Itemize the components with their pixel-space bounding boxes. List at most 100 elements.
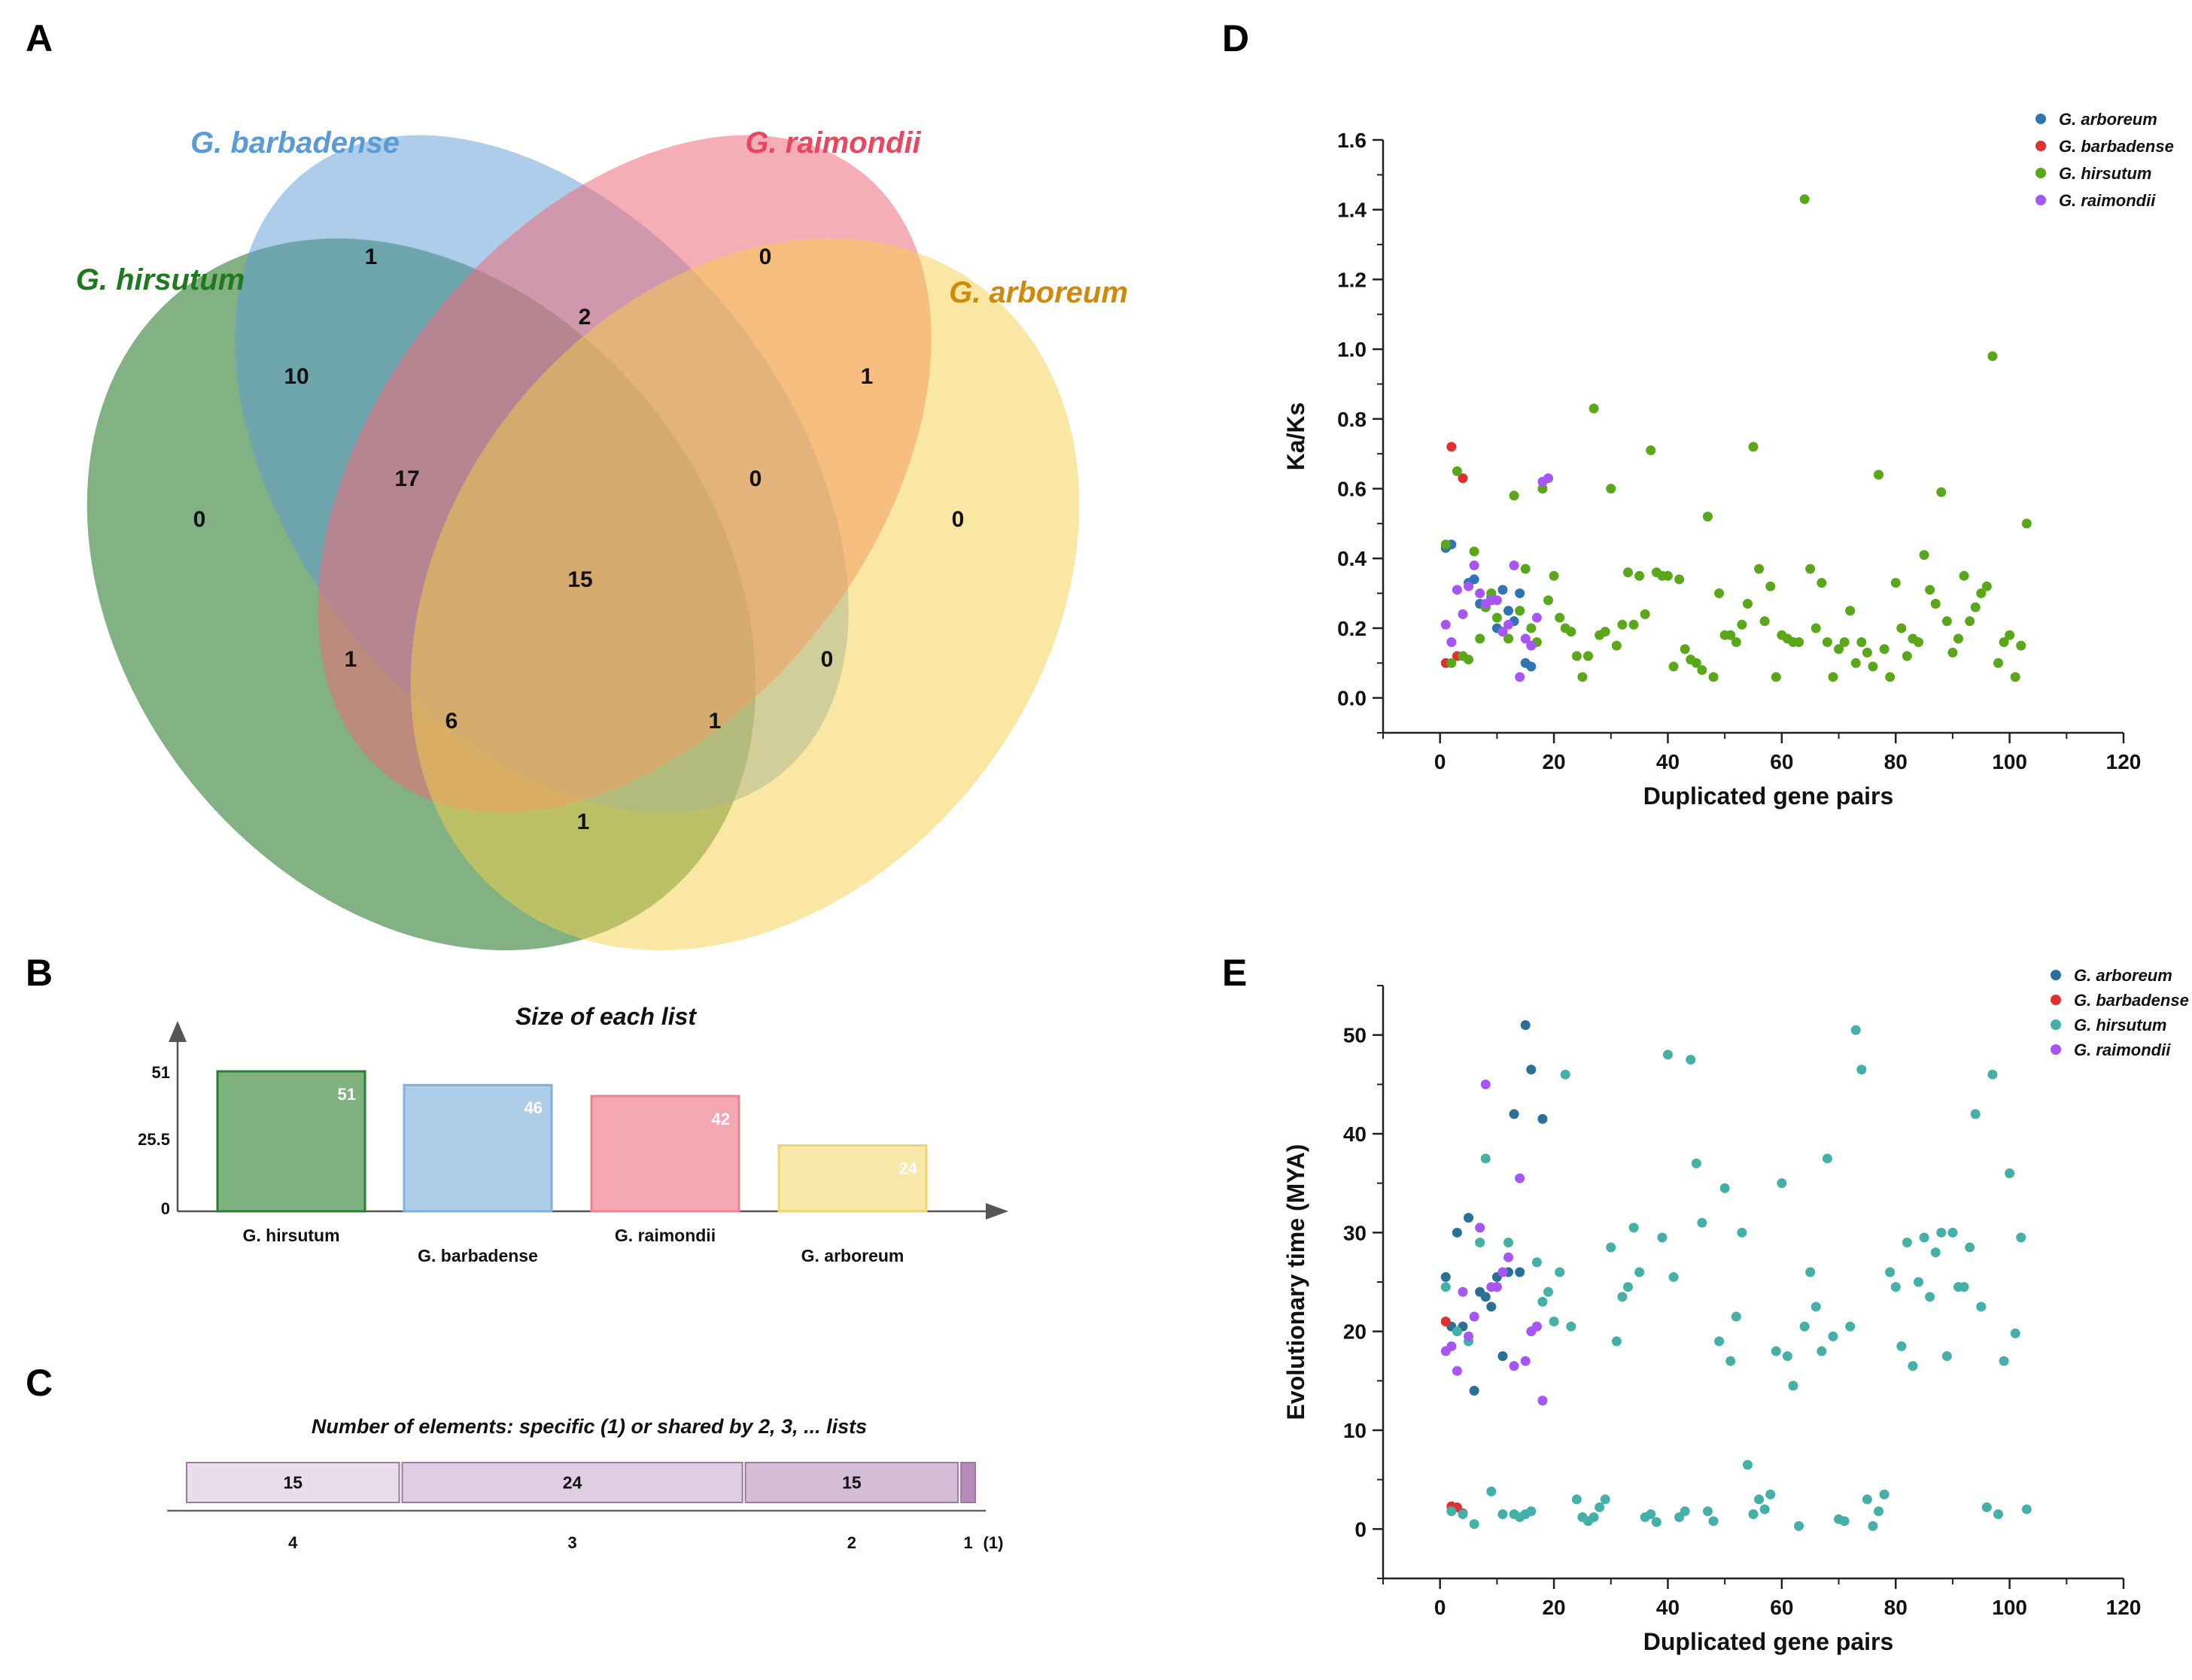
data-point-g-arboreum bbox=[1509, 1109, 1519, 1119]
data-point-g-hirsutum bbox=[1708, 1516, 1719, 1527]
data-point-g-hirsutum bbox=[1515, 606, 1525, 616]
legend-marker bbox=[2035, 141, 2046, 151]
data-point-g-hirsutum bbox=[2021, 518, 2032, 529]
data-point-g-hirsutum bbox=[1537, 1296, 1548, 1307]
x-tick-label: 40 bbox=[1656, 1596, 1680, 1619]
bar-value-label: 42 bbox=[712, 1110, 730, 1129]
c-extra-label: (1) bbox=[984, 1533, 1004, 1552]
data-point-g-arboreum bbox=[1515, 1267, 1525, 1277]
legend-label: G. raimondii bbox=[2074, 1041, 2171, 1059]
y-tick-label: 0.0 bbox=[1337, 687, 1367, 710]
data-point-g-hirsutum bbox=[1868, 661, 1878, 672]
data-point-g-hirsutum bbox=[1686, 1055, 1696, 1065]
data-point-g-hirsutum bbox=[1930, 598, 1941, 609]
data-point-g-hirsutum bbox=[1486, 1486, 1497, 1496]
data-point-g-arboreum bbox=[1440, 1271, 1451, 1282]
data-point-g-hirsutum bbox=[1628, 1223, 1639, 1233]
data-point-g-hirsutum bbox=[1697, 1217, 1707, 1228]
y-tick-label: 0.8 bbox=[1337, 408, 1367, 431]
data-point-g-hirsutum bbox=[1890, 1282, 1901, 1293]
data-point-g-hirsutum bbox=[1999, 636, 2009, 647]
y-tick-b-0: 0 bbox=[161, 1199, 170, 1218]
data-point-g-hirsutum bbox=[1595, 1502, 1605, 1512]
data-point-g-raimondii bbox=[1497, 1267, 1508, 1277]
data-point-g-hirsutum bbox=[1509, 491, 1519, 501]
data-point-g-hirsutum bbox=[1617, 619, 1628, 630]
legend-marker bbox=[2051, 1044, 2061, 1055]
data-point-g-hirsutum bbox=[1941, 1351, 1952, 1361]
data-point-g-hirsutum bbox=[1993, 1509, 2003, 1520]
data-point-g-hirsutum bbox=[1543, 1287, 1554, 1297]
data-point-g-hirsutum bbox=[1566, 627, 1576, 637]
data-point-g-hirsutum bbox=[1839, 636, 1850, 647]
data-point-g-hirsutum bbox=[1634, 570, 1645, 581]
y-tick-label: 1.6 bbox=[1337, 129, 1367, 152]
y-tick-label: 40 bbox=[1343, 1123, 1367, 1146]
data-point-g-raimondii bbox=[1503, 1252, 1514, 1262]
legend-label: G. barbadense bbox=[2059, 137, 2174, 156]
data-point-g-hirsutum bbox=[1771, 1346, 1781, 1356]
data-point-g-hirsutum bbox=[1902, 1237, 1912, 1247]
panel-a: A G. barbadense G. raimondii G. hirsutum… bbox=[26, 17, 1128, 951]
data-point-g-hirsutum bbox=[1520, 564, 1531, 574]
data-point-g-hirsutum bbox=[1634, 1267, 1645, 1277]
data-point-g-hirsutum bbox=[1549, 1317, 1559, 1327]
data-point-g-hirsutum bbox=[2005, 630, 2015, 640]
data-point-g-hirsutum bbox=[1759, 616, 1770, 627]
x-axis-title: Duplicated gene pairs bbox=[1643, 1628, 1894, 1655]
legend-marker bbox=[2035, 168, 2046, 178]
data-point-g-hirsutum bbox=[1822, 1153, 1832, 1164]
data-point-g-hirsutum bbox=[1458, 1509, 1468, 1520]
data-point-g-hirsutum bbox=[1566, 1321, 1576, 1332]
data-point-g-hirsutum bbox=[1987, 351, 1998, 361]
panel-c: C Number of elements: specific (1) or sh… bbox=[26, 1362, 1003, 1552]
data-point-g-hirsutum bbox=[1440, 539, 1451, 550]
scatter-chart-e: 0 20 40 60 80 100 120 0 10 20 30 40 50 Duplicated gen… bbox=[1282, 966, 2189, 1655]
data-point-g-hirsutum bbox=[1896, 1341, 1907, 1351]
chart-title-b: Size of each list bbox=[515, 1003, 697, 1030]
data-point-g-hirsutum bbox=[1622, 1282, 1633, 1293]
data-point-g-raimondii bbox=[1509, 1361, 1519, 1372]
data-point-g-hirsutum bbox=[1560, 1069, 1570, 1080]
data-point-g-raimondii bbox=[1452, 1366, 1462, 1376]
data-point-g-hirsutum bbox=[1464, 655, 1474, 665]
data-point-g-hirsutum bbox=[1845, 1321, 1856, 1332]
legend-label: G. barbadense bbox=[2074, 991, 2189, 1010]
data-point-g-hirsutum bbox=[1754, 564, 1765, 574]
data-point-g-hirsutum bbox=[1874, 469, 1884, 480]
data-point-g-hirsutum bbox=[1759, 1504, 1770, 1514]
data-point-g-hirsutum bbox=[1526, 623, 1537, 633]
data-point-g-hirsutum bbox=[1662, 1050, 1673, 1060]
data-point-g-hirsutum bbox=[1999, 1356, 2009, 1366]
segment-value-label: 24 bbox=[563, 1473, 582, 1493]
bar-g-hirsutum bbox=[216, 1070, 366, 1213]
data-point-g-barbadense bbox=[1440, 1317, 1451, 1327]
data-point-g-raimondii bbox=[1446, 1341, 1457, 1351]
segment-axis-label: 3 bbox=[567, 1533, 576, 1552]
data-point-g-arboreum bbox=[1503, 606, 1514, 616]
data-point-g-hirsutum bbox=[1879, 644, 1889, 655]
panel-letter-c: C bbox=[26, 1362, 53, 1404]
data-point-g-hirsutum bbox=[1651, 1517, 1661, 1527]
data-point-g-hirsutum bbox=[1531, 1257, 1542, 1268]
data-point-g-raimondii bbox=[1475, 1223, 1485, 1233]
x-tick-label: 20 bbox=[1542, 1596, 1565, 1619]
data-point-g-hirsutum bbox=[1503, 633, 1514, 644]
y-tick-label: 0.4 bbox=[1337, 547, 1367, 570]
data-point-g-arboreum bbox=[1480, 1292, 1491, 1302]
data-point-g-arboreum bbox=[1469, 574, 1479, 585]
data-point-g-raimondii bbox=[1464, 1331, 1474, 1341]
data-point-g-hirsutum bbox=[1896, 623, 1907, 633]
data-point-g-arboreum bbox=[1497, 1351, 1508, 1361]
bar-value-label: 46 bbox=[524, 1098, 543, 1117]
bar-value-label: 51 bbox=[338, 1085, 356, 1104]
data-point-g-hirsutum bbox=[1731, 1311, 1741, 1322]
data-point-g-hirsutum bbox=[2021, 1504, 2032, 1514]
data-point-g-hirsutum bbox=[1606, 1242, 1616, 1253]
data-point-g-hirsutum bbox=[1914, 636, 1924, 647]
data-point-g-hirsutum bbox=[1589, 403, 1599, 414]
data-point-g-hirsutum bbox=[2010, 1328, 2020, 1338]
y-tick-label: 1.0 bbox=[1337, 338, 1367, 361]
data-point-g-hirsutum bbox=[1714, 1336, 1725, 1347]
y-tick-label: 10 bbox=[1343, 1419, 1367, 1442]
